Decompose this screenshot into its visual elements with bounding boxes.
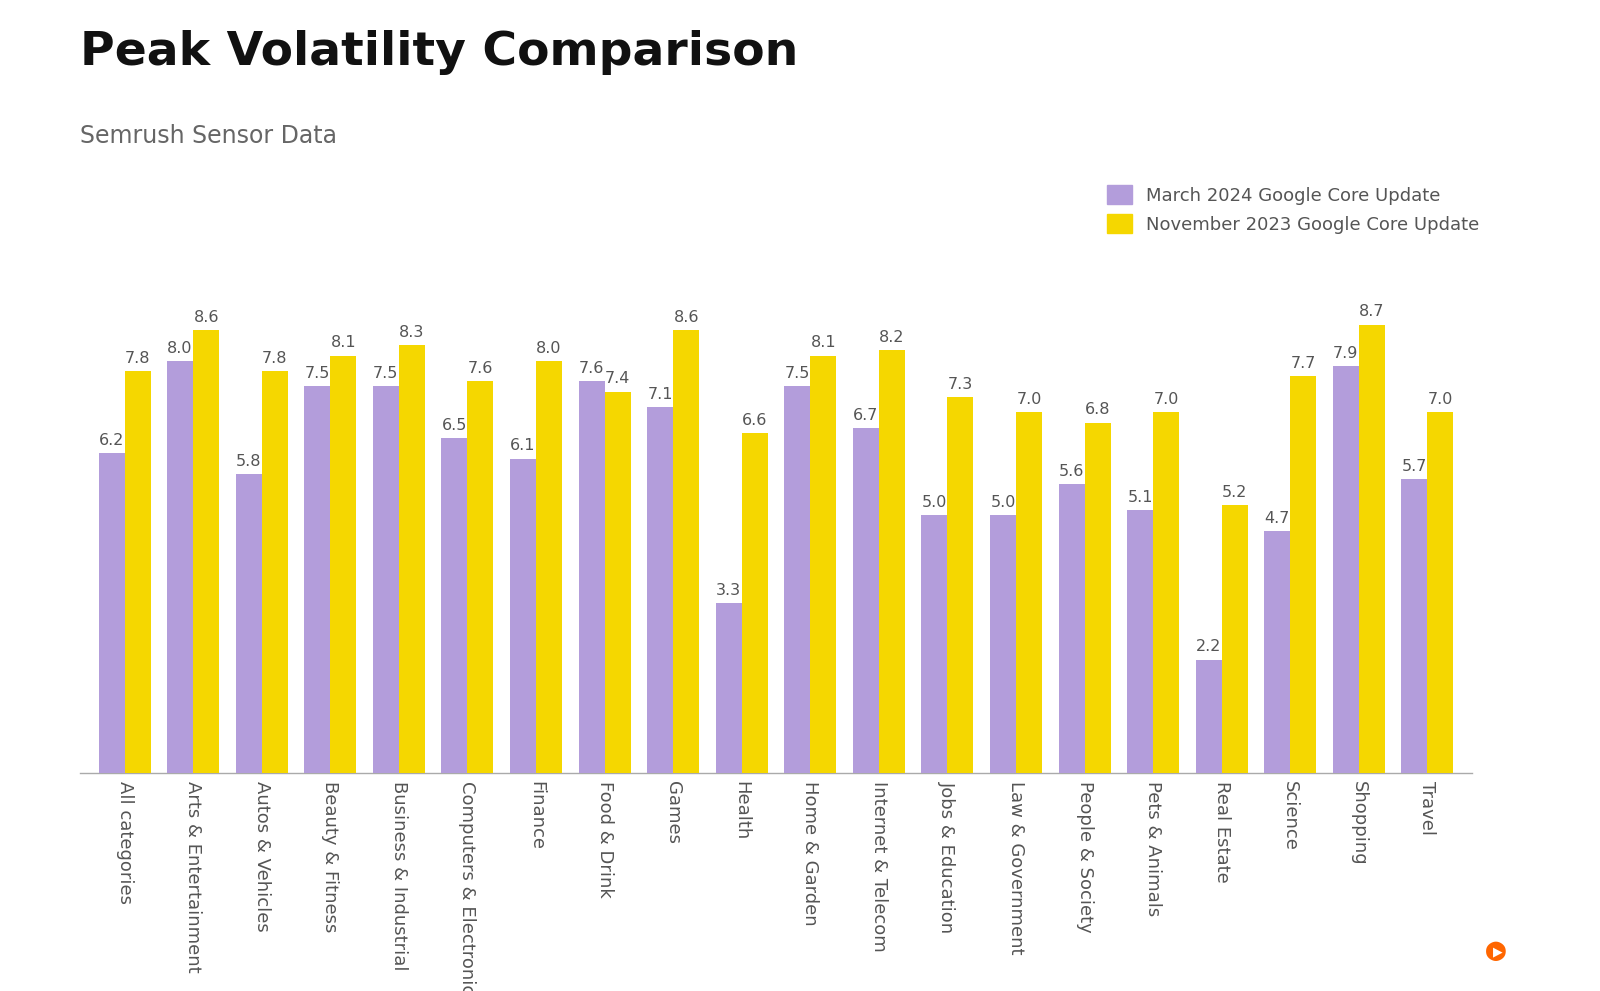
Text: 5.0: 5.0 (990, 496, 1016, 510)
Text: 8.0: 8.0 (536, 341, 562, 356)
Text: Peak Volatility Comparison: Peak Volatility Comparison (80, 30, 798, 74)
Text: 5.0: 5.0 (922, 496, 947, 510)
Text: 7.4: 7.4 (605, 372, 630, 386)
Bar (536, 361, 562, 773)
Bar (467, 382, 493, 773)
Bar (442, 438, 467, 773)
Text: 6.5: 6.5 (442, 418, 467, 433)
Bar (853, 428, 878, 773)
Bar (1154, 412, 1179, 773)
Text: semrush.com: semrush.com (48, 941, 179, 961)
Bar (1059, 485, 1085, 773)
Bar (99, 454, 125, 773)
Text: 8.6: 8.6 (194, 309, 219, 325)
Bar (579, 382, 605, 773)
Text: 7.1: 7.1 (648, 386, 674, 402)
Bar (166, 361, 194, 773)
Bar (1333, 366, 1358, 773)
Text: 7.8: 7.8 (125, 351, 150, 366)
Text: 8.3: 8.3 (398, 325, 424, 340)
Bar (373, 386, 398, 773)
Text: 5.7: 5.7 (1402, 459, 1427, 474)
Text: ▶: ▶ (1493, 944, 1502, 958)
Text: 6.7: 6.7 (853, 407, 878, 422)
Bar (398, 345, 426, 773)
Text: 6.8: 6.8 (1085, 402, 1110, 417)
Bar (304, 386, 330, 773)
Text: 5.2: 5.2 (1222, 485, 1248, 499)
Bar (1016, 412, 1042, 773)
Bar (742, 433, 768, 773)
Bar (1085, 422, 1110, 773)
Text: 7.5: 7.5 (304, 367, 330, 382)
Text: ⬤: ⬤ (1485, 941, 1507, 961)
Text: 8.6: 8.6 (674, 309, 699, 325)
Text: 7.6: 7.6 (579, 361, 605, 377)
Text: Semrush Sensor Data: Semrush Sensor Data (80, 124, 338, 148)
Text: 8.1: 8.1 (811, 335, 837, 351)
Bar (922, 515, 947, 773)
Bar (330, 356, 357, 773)
Text: 7.0: 7.0 (1016, 392, 1042, 407)
Text: 5.6: 5.6 (1059, 464, 1085, 480)
Bar (784, 386, 810, 773)
Bar (1402, 480, 1427, 773)
Text: 7.6: 7.6 (467, 361, 493, 377)
Bar (810, 356, 837, 773)
Bar (1427, 412, 1453, 773)
Text: 8.2: 8.2 (878, 330, 904, 345)
Text: 5.1: 5.1 (1128, 490, 1154, 505)
Bar (262, 371, 288, 773)
Text: 6.1: 6.1 (510, 438, 536, 454)
Bar (1358, 325, 1386, 773)
Bar (990, 515, 1016, 773)
Text: 7.8: 7.8 (262, 351, 288, 366)
Text: 7.0: 7.0 (1154, 392, 1179, 407)
Bar (878, 351, 906, 773)
Text: 8.0: 8.0 (168, 341, 194, 356)
Text: 7.0: 7.0 (1427, 392, 1453, 407)
Text: 7.5: 7.5 (784, 367, 810, 382)
Bar (674, 330, 699, 773)
Bar (1264, 531, 1290, 773)
Text: 3.3: 3.3 (717, 583, 741, 598)
Bar (646, 407, 674, 773)
Bar (125, 371, 150, 773)
Text: 7.9: 7.9 (1333, 346, 1358, 361)
Legend: March 2024 Google Core Update, November 2023 Google Core Update: March 2024 Google Core Update, November … (1099, 177, 1486, 241)
Text: SEMRUSH: SEMRUSH (1398, 937, 1560, 965)
Bar (715, 603, 742, 773)
Bar (1290, 377, 1317, 773)
Bar (510, 459, 536, 773)
Text: 8.7: 8.7 (1358, 304, 1384, 319)
Text: 7.5: 7.5 (373, 367, 398, 382)
Text: 6.2: 6.2 (99, 433, 125, 448)
Bar (947, 396, 973, 773)
Text: 7.7: 7.7 (1291, 356, 1317, 371)
Bar (605, 391, 630, 773)
Bar (194, 330, 219, 773)
Bar (235, 474, 262, 773)
Text: 4.7: 4.7 (1264, 510, 1290, 525)
Text: 7.3: 7.3 (947, 377, 973, 391)
Bar (1126, 510, 1154, 773)
Text: 8.1: 8.1 (331, 335, 357, 351)
Bar (1195, 660, 1222, 773)
Text: 5.8: 5.8 (235, 454, 261, 469)
Text: 6.6: 6.6 (742, 412, 768, 428)
Text: 2.2: 2.2 (1195, 639, 1221, 654)
Bar (1222, 505, 1248, 773)
